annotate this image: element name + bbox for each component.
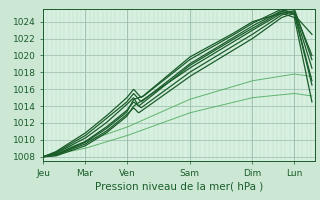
X-axis label: Pression niveau de la mer( hPa ): Pression niveau de la mer( hPa ) xyxy=(95,182,263,192)
